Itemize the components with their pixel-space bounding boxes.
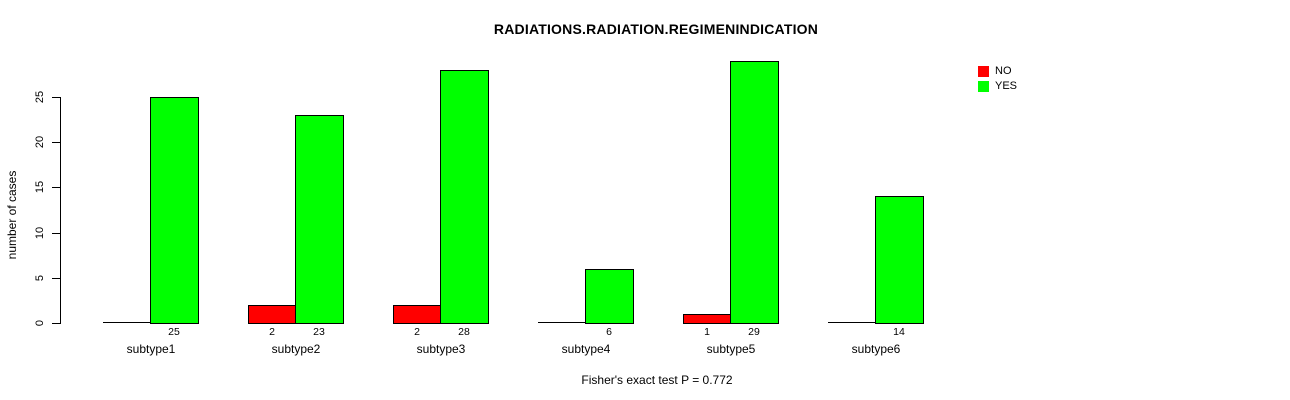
y-tick-label: 10	[34, 226, 46, 240]
legend: NO YES	[977, 64, 1017, 94]
bar-value-label: 29	[748, 326, 760, 338]
legend-swatch-yes	[977, 80, 990, 93]
y-tick	[52, 142, 60, 143]
y-tick	[52, 323, 60, 324]
bar-no-subtype5	[683, 314, 732, 324]
bar-no-subtype1-zero	[103, 322, 152, 323]
y-tick	[52, 187, 60, 188]
y-tick-label: 25	[34, 90, 46, 104]
bar-value-label: 25	[168, 326, 180, 338]
x-category-label: subtype1	[126, 342, 176, 356]
x-category-label: subtype2	[271, 342, 321, 356]
legend-entry-no: NO	[977, 64, 1017, 79]
bar-no-subtype2	[248, 305, 297, 324]
bar-value-label: 1	[704, 326, 710, 338]
legend-swatch-no	[977, 65, 990, 78]
y-axis-title: number of cases	[5, 170, 19, 260]
caption: Fisher's exact test P = 0.772	[581, 373, 733, 387]
chart-title: RADIATIONS.RADIATION.REGIMENINDICATION	[493, 21, 819, 37]
y-tick	[52, 97, 60, 98]
y-tick-label: 0	[34, 319, 46, 327]
bar-yes-subtype5	[730, 61, 779, 324]
bar-yes-subtype2	[295, 115, 344, 324]
bar-value-label: 2	[414, 326, 420, 338]
y-tick-label: 5	[34, 274, 46, 282]
bar-no-subtype6-zero	[828, 322, 877, 323]
y-tick	[52, 233, 60, 234]
x-category-label: subtype4	[561, 342, 611, 356]
y-tick-label: 20	[34, 135, 46, 149]
x-category-label: subtype5	[706, 342, 756, 356]
bar-value-label: 14	[893, 326, 905, 338]
y-tick-label: 15	[34, 180, 46, 194]
bar-yes-subtype6	[875, 196, 924, 324]
bar-no-subtype3	[393, 305, 442, 324]
x-category-label: subtype6	[851, 342, 901, 356]
bar-value-label: 6	[606, 326, 612, 338]
x-category-label: subtype3	[416, 342, 466, 356]
legend-label: NO	[995, 65, 1012, 77]
bar-yes-subtype4	[585, 269, 634, 324]
bar-yes-subtype3	[440, 70, 489, 324]
bar-no-subtype4-zero	[538, 322, 587, 323]
legend-label: YES	[995, 80, 1018, 92]
bar-value-label: 2	[269, 326, 275, 338]
bar-value-label: 23	[313, 326, 325, 338]
y-axis-line	[60, 97, 61, 324]
bar-value-label: 28	[458, 326, 470, 338]
bar-yes-subtype1	[150, 97, 199, 324]
y-tick	[52, 278, 60, 279]
legend-entry-yes: YES	[977, 79, 1017, 94]
